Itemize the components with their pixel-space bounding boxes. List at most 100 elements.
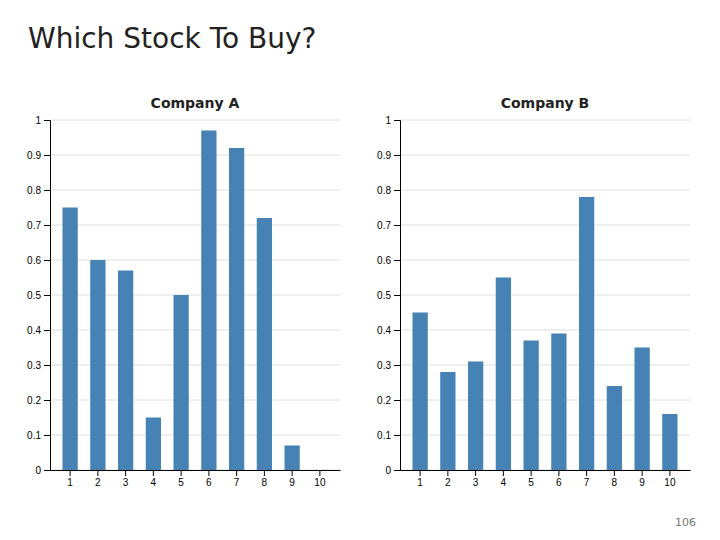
tick-label: 0.6 — [377, 255, 391, 266]
tick-label: 1 — [417, 477, 423, 488]
tick-mark — [558, 470, 559, 476]
tick-label: 6 — [556, 477, 562, 488]
bar — [634, 348, 649, 471]
tick-label: 10 — [664, 477, 676, 488]
tick-label: 1 — [385, 115, 391, 126]
axis-line — [44, 121, 51, 471]
x-tick: 10 — [314, 470, 326, 488]
bar — [523, 341, 538, 471]
page-number: 106 — [675, 516, 696, 529]
x-tick: 4 — [501, 470, 507, 488]
panel: 1234567891000.10.20.30.40.50.60.70.80.91… — [377, 95, 690, 488]
tick-mark — [153, 470, 154, 476]
tick-label: 7 — [584, 477, 590, 488]
bar — [496, 278, 511, 471]
tick-label: 2 — [95, 477, 101, 488]
x-tick: 6 — [556, 470, 562, 488]
tick-label: 7 — [234, 477, 240, 488]
axis-line — [401, 470, 691, 471]
tick-label: 0.1 — [377, 430, 391, 441]
tick-label: 0.7 — [377, 220, 391, 231]
grid-line — [400, 295, 690, 296]
tick-label: 4 — [151, 477, 157, 488]
tick-mark — [44, 155, 50, 156]
x-tick: 2 — [445, 470, 451, 488]
tick-mark — [319, 470, 320, 476]
tick-label: 0.8 — [377, 185, 391, 196]
y-tick: 0.5 — [27, 290, 50, 301]
x-axis: 12345678910 — [51, 470, 341, 488]
tick-label: 0 — [385, 465, 391, 476]
panel: 1234567891000.10.20.30.40.50.60.70.80.91… — [27, 95, 340, 488]
tick-mark — [394, 295, 400, 296]
grid-line — [400, 225, 690, 226]
y-axis: 00.10.20.30.40.50.60.70.80.91 — [27, 115, 50, 476]
grid — [400, 120, 690, 470]
y-axis: 00.10.20.30.40.50.60.70.80.91 — [377, 115, 400, 476]
tick-label: 3 — [473, 477, 479, 488]
tick-label: 0.9 — [27, 150, 41, 161]
tick-label: 0.3 — [27, 360, 41, 371]
tick-label: 0 — [35, 465, 41, 476]
tick-mark — [70, 470, 71, 476]
grid-line — [50, 190, 340, 191]
tick-label: 3 — [123, 477, 129, 488]
x-tick: 6 — [206, 470, 212, 488]
bar — [146, 418, 161, 471]
y-tick: 0.2 — [377, 395, 400, 406]
x-tick: 10 — [664, 470, 676, 488]
grid-line — [400, 155, 690, 156]
x-tick: 7 — [584, 470, 590, 488]
tick-mark — [614, 470, 615, 476]
grid-line — [400, 120, 690, 121]
tick-mark — [292, 470, 293, 476]
panel-title: Company A — [151, 95, 240, 111]
bar — [412, 313, 427, 471]
y-tick: 0.3 — [27, 360, 50, 371]
bar — [257, 218, 272, 470]
bar — [579, 197, 594, 470]
y-tick: 0.1 — [27, 430, 50, 441]
tick-mark — [394, 190, 400, 191]
bar — [551, 334, 566, 471]
tick-mark — [531, 470, 532, 476]
y-tick: 0.6 — [27, 255, 50, 266]
tick-mark — [181, 470, 182, 476]
tick-mark — [44, 260, 50, 261]
bar — [229, 148, 244, 470]
tick-mark — [394, 225, 400, 226]
tick-mark — [44, 120, 50, 121]
tick-label: 0.1 — [27, 430, 41, 441]
tick-label: 0.7 — [27, 220, 41, 231]
tick-mark — [394, 330, 400, 331]
y-tick: 0.4 — [27, 325, 50, 336]
tick-label: 0.4 — [27, 325, 41, 336]
tick-mark — [669, 470, 670, 476]
tick-mark — [586, 470, 587, 476]
tick-mark — [394, 470, 400, 471]
tick-label: 0.5 — [27, 290, 41, 301]
y-tick: 0.8 — [377, 185, 400, 196]
x-tick: 7 — [234, 470, 240, 488]
tick-label: 0.3 — [377, 360, 391, 371]
tick-mark — [394, 400, 400, 401]
bar — [440, 372, 455, 470]
page-title: Which Stock To Buy? — [28, 22, 316, 55]
x-tick: 8 — [262, 470, 268, 488]
tick-label: 5 — [178, 477, 184, 488]
x-tick: 1 — [67, 470, 73, 488]
y-tick: 0.7 — [27, 220, 50, 231]
tick-label: 6 — [206, 477, 212, 488]
tick-label: 9 — [639, 477, 645, 488]
tick-label: 0.2 — [27, 395, 41, 406]
bars — [62, 131, 299, 471]
y-tick: 0.6 — [377, 255, 400, 266]
tick-mark — [420, 470, 421, 476]
bar — [173, 295, 188, 470]
tick-label: 0.2 — [377, 395, 391, 406]
chart-page: Which Stock To Buy?1061234567891000.10.2… — [0, 0, 720, 540]
tick-label: 4 — [501, 477, 507, 488]
bar — [201, 131, 216, 471]
grid-line — [400, 260, 690, 261]
tick-mark — [125, 470, 126, 476]
